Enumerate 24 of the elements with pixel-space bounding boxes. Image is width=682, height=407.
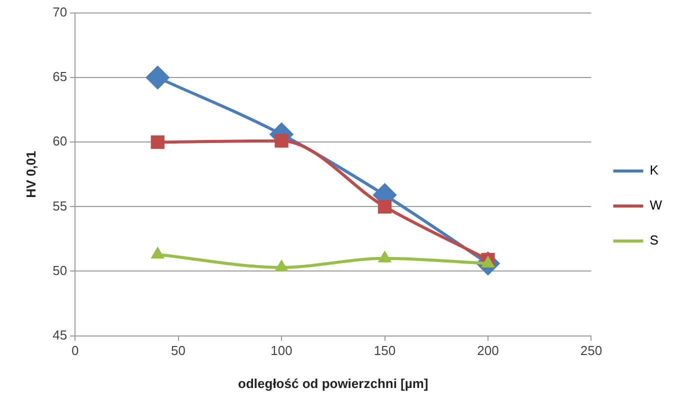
- point: [274, 134, 288, 148]
- legend-label: K: [650, 162, 659, 178]
- x-tick-label: 250: [580, 343, 602, 358]
- legend-label: W: [650, 198, 663, 213]
- legend-label: S: [650, 232, 659, 248]
- y-tick-label: 45: [52, 327, 68, 342]
- point: [146, 66, 170, 90]
- y-tick-label: 50: [52, 262, 68, 278]
- point: [378, 252, 391, 262]
- x-tick-label: 0: [71, 343, 79, 358]
- x-tick-label: 150: [374, 343, 396, 358]
- point: [378, 200, 392, 214]
- point: [152, 248, 164, 258]
- y-tick-label: 70: [52, 4, 68, 20]
- point: [150, 135, 164, 149]
- x-tick-label: 200: [477, 343, 499, 358]
- y-tick-label: 60: [52, 134, 68, 149]
- x-axis-title: odległość od powierzchni [µm]: [238, 376, 428, 391]
- y-axis-title: HV 0,01: [23, 150, 38, 198]
- x-tick-label: 100: [270, 343, 292, 358]
- point: [276, 260, 288, 272]
- y-tick-label: 65: [52, 69, 68, 84]
- x-tick-label: 50: [171, 343, 186, 358]
- y-tick-label: 55: [52, 198, 68, 214]
